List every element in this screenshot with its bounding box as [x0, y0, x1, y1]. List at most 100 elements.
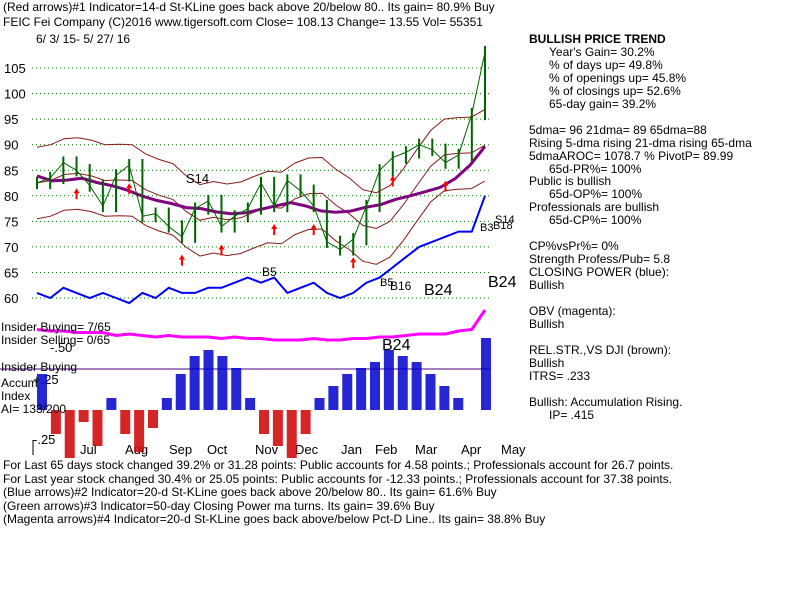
accum-bar	[272, 410, 283, 446]
footer-line-2: (Blue arrows)#2 Indicator=20-d St-KLine …	[3, 485, 497, 499]
trend-line-25: Bullish	[529, 355, 565, 370]
trend-line-29: IP= .415	[549, 407, 595, 422]
closing-power-line	[36, 195, 486, 305]
accum-bar	[259, 410, 269, 434]
signal-label-2: B5	[380, 277, 393, 289]
trend-line-24: REL.STR.,VS DJI (brown):	[529, 342, 672, 357]
trend-line-7: 5dma= 96 21dma= 89 65dma=88	[529, 122, 707, 137]
trend-line-5: 65-day gain= 39.2%	[549, 96, 657, 111]
signal-label-0: S14	[186, 171, 209, 186]
trend-line-12: 65d-OP%= 100%	[549, 187, 643, 202]
buy-arrow	[178, 254, 185, 266]
buy-arrow	[350, 257, 357, 269]
price-bars	[36, 45, 486, 256]
obv-line	[36, 309, 487, 342]
accum-label: Accum	[1, 376, 38, 390]
signal-label-5: B24	[488, 274, 517, 291]
accum-bar	[370, 362, 380, 410]
price-tick-6: 75	[4, 214, 18, 229]
month-label-feb: Feb	[375, 442, 397, 457]
accum-bar	[231, 368, 242, 410]
accum-bar	[120, 410, 131, 434]
trend-line-3: % of openings up= 45.8%	[549, 70, 687, 85]
date-range: 6/ 3/ 15- 5/ 27/ 16	[36, 32, 131, 46]
accum-bar	[328, 386, 339, 410]
insider-buying-count: Insider Buying= 7/65	[1, 320, 111, 334]
trend-line-4: % of closings up= 52.6%	[549, 83, 681, 98]
trend-line-14: 65d-CP%= 100%	[549, 213, 642, 228]
accum-bar	[189, 356, 200, 410]
accum-bar	[411, 362, 422, 410]
accum-tick-top: -.50	[50, 340, 72, 355]
price-tick-9: 60	[4, 291, 18, 306]
buy-arrow	[126, 183, 133, 195]
accum-bar	[203, 350, 214, 410]
accum-bar	[342, 374, 353, 410]
month-label-dec: Dec	[295, 442, 319, 457]
buy-arrow	[310, 224, 317, 236]
insider-buying-label: Insider Buying	[1, 360, 78, 374]
price-tick-1: 100	[4, 87, 26, 102]
ai-value: AI= 133/200	[1, 402, 67, 416]
indicator-1-title: (Red arrows)#1 Indicator=14-d St-KLine g…	[3, 0, 495, 14]
index-label: Index	[1, 389, 31, 403]
accum-bar	[161, 398, 172, 410]
accumulation-index-bars	[37, 338, 491, 458]
price-tick-3: 90	[4, 138, 18, 153]
trend-line-16: CP%vsPr%= 0%	[529, 239, 619, 254]
accum-bar	[134, 410, 145, 452]
signal-label-6: B24	[382, 337, 411, 354]
price-tick-4: 85	[4, 163, 18, 178]
upper-band	[36, 108, 486, 194]
accum-bar	[314, 398, 325, 410]
price-tick-5: 80	[4, 189, 18, 204]
trend-line-0: BULLISH PRICE TREND	[529, 32, 666, 46]
trend-line-9: 5dmaAROC= 1078.7 % PivotP= 89.99	[529, 148, 734, 163]
trend-line-22: Bullish	[529, 316, 565, 331]
signal-label-8: B18	[493, 220, 513, 232]
accum-bar	[439, 386, 450, 410]
signal-label-1: B5	[262, 265, 277, 279]
stock-title: FEIC Fei Company (C)2016 www.tigersoft.c…	[3, 15, 483, 29]
accum-bar	[453, 398, 464, 410]
accum-bar	[383, 350, 394, 410]
signal-label-3: B16	[390, 279, 412, 293]
month-label-sep: Sep	[169, 442, 192, 457]
indicator-lines	[36, 195, 487, 342]
signal-label-9: S14	[495, 214, 515, 226]
footer-line-3: (Green arrows)#3 Indicator=50-day Closin…	[3, 498, 435, 513]
accum-bar	[397, 356, 408, 410]
signal-arrows	[73, 175, 449, 269]
trend-line-8: Rising 5-dma rising 21-dma rising 65-dma	[529, 135, 752, 150]
accum-tick-minus: -.25	[33, 432, 55, 447]
price-tick-2: 95	[4, 112, 18, 127]
buy-arrow	[271, 224, 278, 236]
accum-bar	[64, 410, 75, 458]
signal-label-7: B3	[480, 222, 493, 234]
month-label-mar: Mar	[415, 442, 438, 457]
price-tick-0: 105	[4, 61, 26, 76]
accum-bar	[217, 356, 228, 410]
accum-bar	[92, 410, 103, 446]
month-label-jan: Jan	[341, 442, 362, 457]
insider-selling-count: Insider Selling= 0/65	[1, 333, 111, 347]
trend-line-2: % of days up= 49.8%	[549, 57, 663, 72]
accum-bar	[245, 398, 256, 410]
trend-line-1: Year's Gain= 30.2%	[549, 45, 655, 59]
trend-line-21: OBV (magenta):	[529, 303, 616, 318]
month-label-nov: Nov	[255, 442, 279, 457]
trend-line-28: Bullish: Accumulation Rising.	[529, 394, 683, 409]
month-label-apr: Apr	[461, 442, 482, 457]
accum-bar	[175, 374, 186, 410]
footer-line-0: For Last 65 days stock changed 39.2% or …	[3, 458, 674, 472]
price-close-line	[36, 51, 486, 251]
trend-line-10: 65d-PR%= 100%	[549, 161, 642, 176]
accum-bar	[425, 374, 436, 410]
price-tick-7: 70	[4, 240, 18, 255]
buy-arrow	[442, 180, 449, 192]
buy-arrow	[73, 188, 80, 200]
month-label-oct: Oct	[207, 442, 228, 457]
price-tick-8: 65	[4, 265, 18, 280]
